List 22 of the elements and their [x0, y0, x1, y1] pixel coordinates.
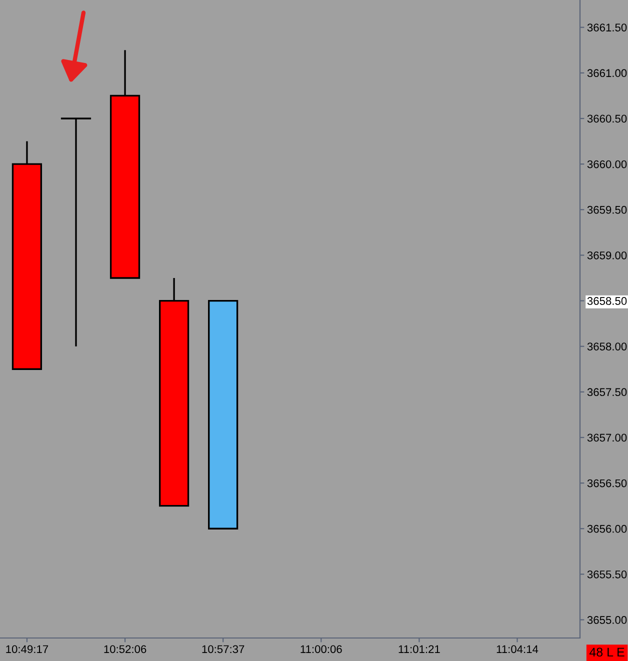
y-tick-label: 3657.50	[587, 388, 627, 396]
y-tick-label: 3655.00	[587, 616, 627, 624]
y-tick-label: 3657.00	[587, 434, 627, 442]
y-tick-label: 3660.50	[587, 114, 627, 123]
y-tick-label: 3656.00	[587, 524, 627, 533]
x-tick-label: 10:52:06	[104, 645, 146, 654]
y-tick-label: 3658.50	[587, 297, 627, 305]
y-tick-label: 3661.00	[587, 69, 627, 78]
x-tick-label: 11:01:21	[398, 645, 440, 654]
y-tick-label: 3660.00	[587, 160, 627, 168]
x-tick-label: 11:00:06	[300, 645, 342, 654]
y-tick-label: 3659.50	[587, 206, 627, 214]
y-tick-label: 3659.00	[587, 251, 627, 260]
y-tick-label: 3661.50	[587, 24, 627, 32]
candlestick	[60, 118, 92, 348]
y-tick-label: 3655.50	[587, 570, 627, 578]
x-tick-label: 10:57:37	[202, 645, 244, 654]
x-tick-label: 10:49:17	[6, 645, 48, 654]
y-tick-label: 3658.00	[587, 342, 627, 350]
y-tick-label: 3656.50	[587, 479, 627, 488]
x-tick-label: 11:04:14	[496, 645, 538, 654]
text: 48 L E	[589, 648, 624, 657]
